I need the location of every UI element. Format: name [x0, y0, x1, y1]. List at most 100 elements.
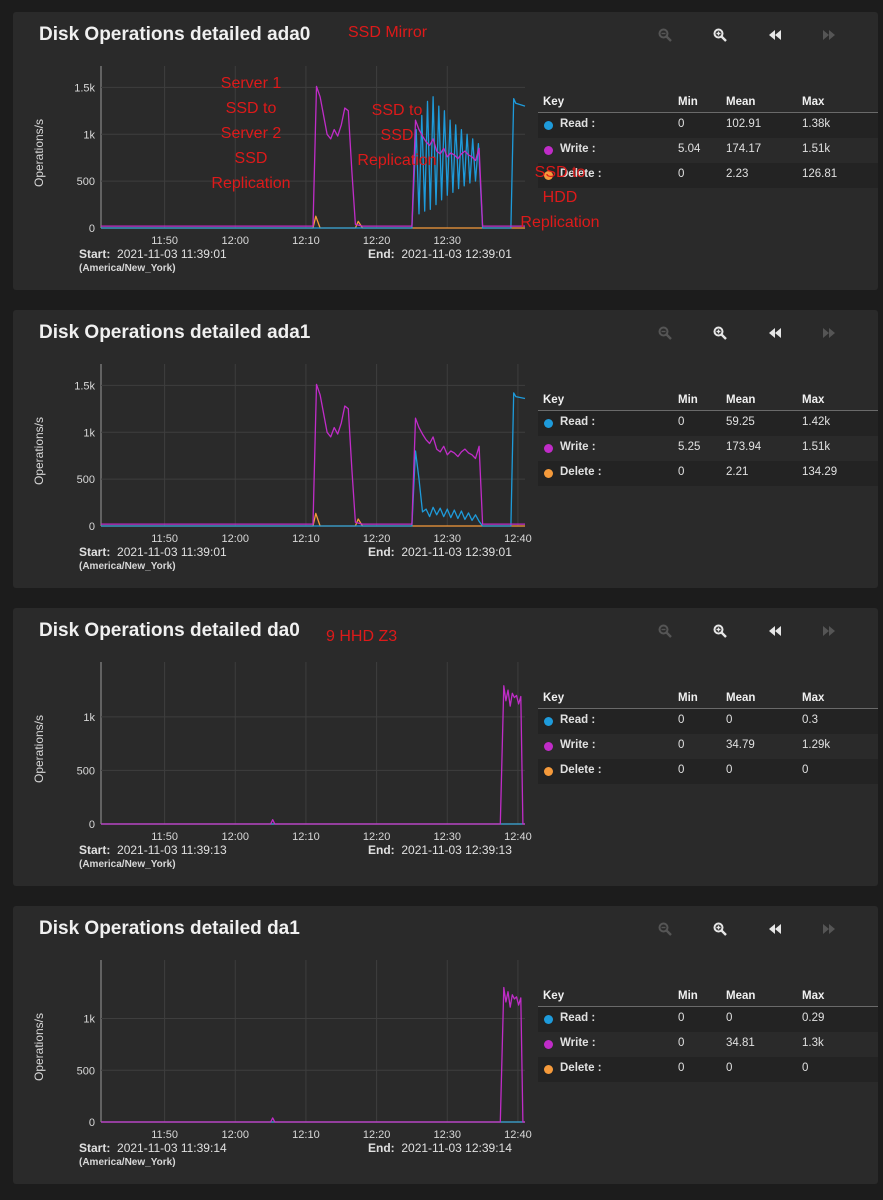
fast-forward-button[interactable] — [816, 22, 842, 48]
zoom-in-button[interactable] — [707, 618, 733, 644]
legend-header-key: Key — [543, 394, 565, 406]
legend-row-read[interactable]: Read : 0 102.91 1.38k — [538, 113, 878, 138]
rewind-button[interactable] — [762, 618, 788, 644]
legend-row-delete[interactable]: Delete : 0 2.23 126.81 — [538, 163, 878, 188]
legend-header-min: Min — [678, 96, 698, 108]
annotation-line: SSD — [380, 127, 414, 144]
legend-mean: 2.23 — [726, 168, 749, 180]
rewind-button[interactable] — [762, 320, 788, 346]
legend-mean: 102.91 — [726, 118, 762, 130]
legend-color-dot — [544, 742, 553, 751]
rewind-button[interactable] — [762, 22, 788, 48]
fast-forward-icon — [822, 625, 836, 637]
rewind-button[interactable] — [762, 916, 788, 942]
x-tick-label: 12:10 — [292, 831, 320, 843]
legend-min: 5.04 — [678, 143, 701, 155]
legend-series-name: Read : — [560, 118, 596, 130]
end-time: End: 2021-11-03 12:39:13 — [368, 843, 512, 857]
legend-series-name: Read : — [560, 416, 596, 428]
chart-plot: 0 500 1k 11:50 12:00 12:10 12:20 12:30 12:40 Oper… — [32, 960, 532, 1141]
legend-max: 0 — [802, 764, 809, 776]
chart-card: Disk Operations detailed ada0 0 500 1k 1.5k 1… — [13, 12, 878, 290]
zoom-in-icon — [713, 28, 727, 42]
legend-color-dot — [544, 171, 553, 180]
end-label: End: — [368, 1141, 395, 1155]
legend-mean: 174.17 — [726, 143, 762, 155]
legend-header-min: Min — [678, 990, 698, 1002]
legend-series-name: Write : — [560, 441, 596, 453]
x-tick-label: 12:20 — [363, 533, 391, 545]
annotation-ssd-to-hdd: SSD to HDD Replication — [509, 160, 611, 235]
legend-min: 0 — [678, 1062, 685, 1074]
legend-header-min: Min — [678, 394, 698, 406]
zoom-in-icon — [713, 326, 727, 340]
legend-min: 0 — [678, 118, 685, 130]
timezone-label: (America/New_York) — [79, 561, 176, 572]
end-value: 2021-11-03 12:39:01 — [401, 247, 512, 261]
legend-color-dot — [544, 146, 553, 155]
legend-min: 0 — [678, 466, 685, 478]
chart-legend: Key Min Mean Max Read : 0 59.25 1.42k Write : 5.2… — [538, 392, 878, 486]
zoom-out-button[interactable] — [652, 22, 678, 48]
chart-title: Disk Operations detailed ada0 — [39, 24, 311, 45]
legend-min: 0 — [678, 416, 685, 428]
legend-header-key: Key — [543, 96, 565, 108]
y-axis-label: Operations/s — [32, 417, 46, 485]
x-tick-label: 12:10 — [292, 1129, 320, 1141]
legend-header-max: Max — [802, 394, 825, 406]
fast-forward-button[interactable] — [816, 320, 842, 346]
end-value: 2021-11-03 12:39:14 — [401, 1141, 512, 1155]
legend-row-delete[interactable]: Delete : 0 0 0 — [538, 759, 878, 784]
legend-max: 126.81 — [802, 168, 838, 180]
legend-color-dot — [544, 1040, 553, 1049]
legend-row-write[interactable]: Write : 5.04 174.17 1.51k — [538, 138, 878, 163]
legend-min: 0 — [678, 1012, 685, 1024]
legend-header-mean: Mean — [726, 96, 756, 108]
series-line-write — [101, 986, 525, 1123]
y-tick-label: 1.5k — [74, 82, 95, 94]
legend-max: 1.42k — [802, 416, 831, 428]
legend-color-dot — [544, 767, 553, 776]
annotation-line: SSD — [234, 150, 268, 167]
fast-forward-button[interactable] — [816, 916, 842, 942]
legend-max: 1.51k — [802, 143, 831, 155]
zoom-in-button[interactable] — [707, 916, 733, 942]
legend-row-write[interactable]: Write : 5.25 173.94 1.51k — [538, 436, 878, 461]
end-label: End: — [368, 843, 395, 857]
legend-header-key: Key — [543, 692, 565, 704]
zoom-out-icon — [658, 922, 672, 936]
legend-header: Key Min Mean Max — [538, 988, 878, 1007]
legend-row-read[interactable]: Read : 0 0 0.29 — [538, 1007, 878, 1032]
legend-row-read[interactable]: Read : 0 59.25 1.42k — [538, 411, 878, 436]
annotation-server-replication: Server 1 SSD to Server 2 SSD Replication — [198, 71, 304, 196]
zoom-out-button[interactable] — [652, 618, 678, 644]
legend-min: 0 — [678, 714, 685, 726]
legend-row-write[interactable]: Write : 0 34.79 1.29k — [538, 734, 878, 759]
chart-plot: 0 500 1k 1.5k 11:50 12:00 12:10 12:20 12:30 12:40… — [32, 364, 532, 545]
legend-row-read[interactable]: Read : 0 0 0.3 — [538, 709, 878, 734]
timezone-label: (America/New_York) — [79, 859, 176, 870]
legend-row-write[interactable]: Write : 0 34.81 1.3k — [538, 1032, 878, 1057]
zoom-in-button[interactable] — [707, 320, 733, 346]
legend-row-delete[interactable]: Delete : 0 0 0 — [538, 1057, 878, 1082]
legend-row-delete[interactable]: Delete : 0 2.21 134.29 — [538, 461, 878, 486]
zoom-in-icon — [713, 624, 727, 638]
annotation-line: HDD — [542, 189, 578, 206]
annotation-hhd-z3: 9 HHD Z3 — [326, 628, 398, 645]
legend-series-name: Read : — [560, 1012, 596, 1024]
zoom-out-icon — [658, 624, 672, 638]
start-time: Start: 2021-11-03 11:39:01 — [79, 545, 227, 559]
chart-card: Disk Operations detailed da0 0 500 1k 11:50 1… — [13, 608, 878, 886]
zoom-in-button[interactable] — [707, 22, 733, 48]
chart-title: Disk Operations detailed da1 — [39, 918, 300, 939]
zoom-out-button[interactable] — [652, 916, 678, 942]
fast-forward-button[interactable] — [816, 618, 842, 644]
zoom-out-button[interactable] — [652, 320, 678, 346]
legend-min: 0 — [678, 1037, 685, 1049]
legend-max: 1.38k — [802, 118, 831, 130]
legend-mean: 0 — [726, 1062, 733, 1074]
y-tick-label: 1k — [83, 1014, 95, 1026]
legend-mean: 0 — [726, 764, 733, 776]
x-tick-label: 12:40 — [504, 831, 532, 843]
annotation-line: Replication — [520, 214, 600, 231]
